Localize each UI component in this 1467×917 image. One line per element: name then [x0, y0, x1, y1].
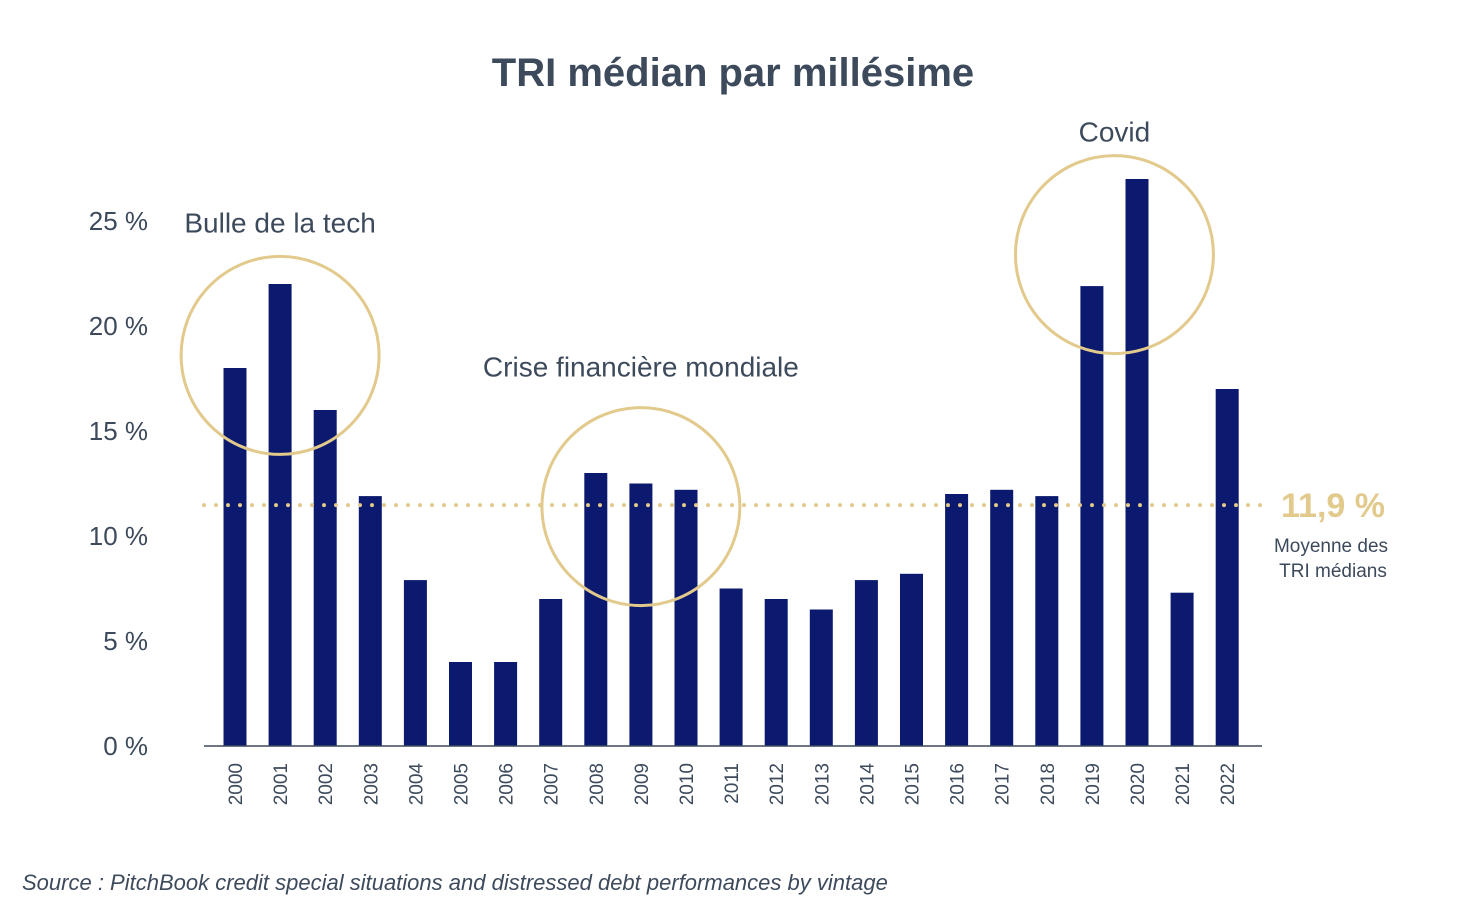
x-tick-label: 2011	[722, 763, 743, 804]
source-note: Source : PitchBook credit special situat…	[22, 870, 888, 895]
y-tick-label: 5 %	[103, 626, 148, 656]
average-value-label: 11,9 %	[1281, 487, 1385, 525]
bar-2001	[268, 284, 292, 746]
bar-2011	[719, 588, 743, 746]
bar-2004	[403, 580, 427, 746]
bar-2018	[1035, 496, 1059, 746]
x-tick-label: 2003	[361, 763, 382, 805]
bar-2012	[764, 599, 788, 746]
x-tick-label: 2019	[1083, 763, 1104, 805]
x-tick-label: 2021	[1173, 763, 1194, 805]
x-axis-ticks: 2000 2001 2002 2003 2004 2005 2006 2007 2008 2009…	[226, 763, 1239, 806]
y-tick-label: 20 %	[89, 311, 148, 341]
bar-2006	[494, 662, 518, 746]
y-tick-label: 10 %	[89, 521, 148, 551]
x-tick-label: 2018	[1038, 763, 1059, 805]
bar-2013	[809, 609, 833, 746]
bar-2019	[1080, 286, 1104, 746]
annotations: Bulle de la tech Crise financière mondial…	[179, 117, 1215, 608]
x-tick-label: 2009	[632, 763, 653, 805]
bar-2009	[629, 483, 653, 746]
x-tick-label: 2010	[677, 763, 698, 805]
annotation-label: Covid	[1079, 117, 1151, 148]
annotation-circle	[540, 406, 742, 608]
x-tick-label: 2015	[903, 763, 924, 805]
bar-2021	[1170, 592, 1194, 746]
x-tick-label: 2013	[812, 763, 833, 805]
annotation-circle	[1013, 154, 1215, 356]
annotation-label: Bulle de la tech	[184, 207, 375, 238]
x-tick-label: 2016	[948, 763, 969, 805]
x-tick-label: 2001	[271, 763, 292, 805]
average-caption-line1: Moyenne des	[1274, 536, 1388, 557]
y-axis-ticks: 0 % 5 % 10 % 15 % 20 % 25 %	[89, 206, 148, 761]
x-tick-label: 2020	[1128, 763, 1149, 805]
x-tick-label: 2012	[767, 763, 788, 805]
x-tick-label: 2005	[452, 763, 473, 805]
x-tick-label: 2000	[226, 763, 247, 805]
x-tick-label: 2006	[497, 763, 518, 805]
y-tick-label: 0 %	[103, 731, 148, 761]
bar-2020	[1125, 179, 1149, 746]
bar-2017	[990, 489, 1014, 746]
x-tick-label: 2017	[993, 763, 1014, 805]
bar-2008	[584, 473, 608, 746]
x-tick-label: 2014	[857, 763, 878, 806]
x-tick-label: 2004	[406, 763, 427, 806]
bar-2007	[539, 599, 563, 746]
bars	[223, 179, 1239, 746]
average-caption-line2: TRI médians	[1279, 561, 1387, 582]
bar-2003	[358, 496, 382, 746]
bar-2005	[449, 662, 472, 746]
x-tick-label: 2022	[1218, 763, 1239, 805]
annotation-circle	[179, 254, 381, 456]
annotation-label: Crise financière mondiale	[483, 352, 799, 383]
chart-title: TRI médian par millésime	[492, 51, 974, 95]
x-tick-label: 2008	[587, 763, 608, 805]
x-tick-label: 2007	[542, 763, 563, 805]
y-tick-label: 15 %	[89, 416, 148, 446]
bar-2014	[854, 580, 878, 746]
bar-2016	[945, 494, 969, 746]
bar-2022	[1215, 389, 1239, 746]
bar-2002	[313, 410, 337, 746]
bar-2015	[900, 573, 923, 746]
bar-2010	[674, 489, 698, 746]
bar-2000	[223, 368, 247, 746]
y-tick-label: 25 %	[89, 206, 148, 236]
x-tick-label: 2002	[316, 763, 337, 805]
